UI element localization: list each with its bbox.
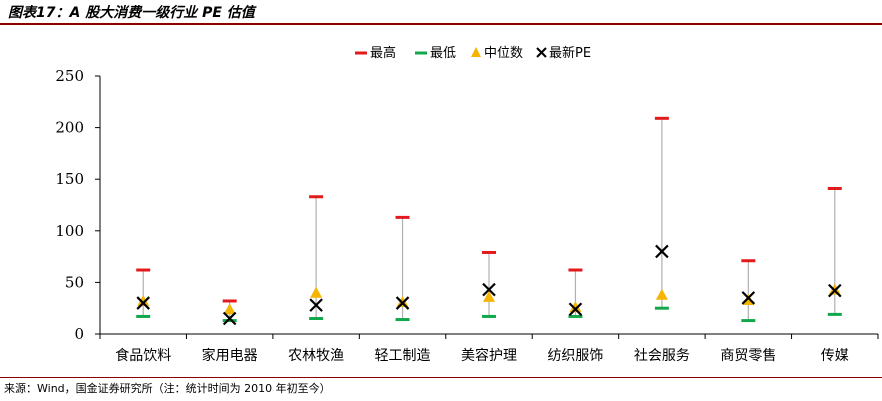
latest-marker: [136, 296, 151, 310]
legend-label-median: 中位数: [484, 46, 523, 61]
x-category-label: 社会服务: [634, 348, 690, 364]
median-marker: [310, 286, 323, 298]
y-tick-label: 250: [55, 67, 84, 85]
latest-marker: [395, 296, 410, 310]
legend-item-median: 中位数: [471, 46, 523, 61]
x-category-label: 传媒: [821, 348, 849, 364]
latest-marker-stroke: [309, 298, 323, 312]
legend-label-latest: 最新PE: [549, 45, 591, 61]
x-category-label: 家用电器: [202, 347, 258, 364]
source-note: 来源：Wind，国金证券研究所（注：统计时间为 2010 年初至今）: [4, 382, 331, 395]
latest-marker-stroke: [482, 282, 496, 297]
latest-marker-stroke: [741, 291, 756, 305]
legend-item-latest: 最新PE: [536, 45, 591, 61]
x-category-label: 轻工制造: [375, 348, 431, 364]
y-tick-label: 200: [55, 119, 84, 137]
y-tick-label: 150: [55, 170, 84, 188]
legend-label-max: 最高: [370, 45, 396, 61]
x-category-label: 食品饮料: [115, 347, 171, 364]
latest-marker: [827, 283, 842, 298]
x-category-label: 纺织服饰: [547, 348, 603, 364]
median-marker: [137, 294, 150, 306]
y-axis: 0 50 100 150 200 250: [55, 67, 101, 343]
legend-median-swatch: [471, 47, 481, 57]
latest-marker-stroke: [655, 244, 669, 259]
latest-marker: [222, 311, 237, 326]
latest-marker-stroke: [136, 296, 151, 310]
title-underline: [0, 23, 882, 25]
y-tick-label: 100: [55, 222, 84, 240]
latest-marker-stroke: [568, 302, 583, 317]
latest-marker: [482, 282, 496, 297]
y-tick-label: 0: [74, 325, 84, 343]
x-category-label: 商贸零售: [720, 348, 776, 364]
median-marker: [483, 290, 495, 302]
median-marker: [223, 303, 236, 315]
legend: 最高 最低 中位数 最新PE: [355, 45, 591, 61]
y-tick-label: 50: [65, 273, 84, 291]
latest-marker: [309, 298, 323, 312]
latest-marker: [741, 291, 756, 305]
chart-marks: [136, 116, 842, 326]
latest-marker-stroke: [222, 311, 237, 326]
latest-marker: [568, 302, 583, 317]
x-category-label: 农林牧渔: [288, 348, 344, 364]
latest-marker-stroke: [395, 296, 410, 310]
latest-marker-stroke: [827, 283, 842, 298]
median-marker: [655, 288, 668, 300]
chart-title: 图表17：A 股大消费一级行业 PE 估值: [8, 5, 255, 21]
legend-label-min: 最低: [430, 46, 456, 61]
x-axis: 食品饮料 家用电器 农林牧渔 轻工制造 美容护理 纺织服饰 社会服务 商贸零售 传媒: [99, 333, 879, 364]
latest-marker: [655, 244, 669, 259]
source-divider: [0, 377, 882, 378]
legend-item-max: 最高: [355, 45, 396, 61]
legend-item-min: 最低: [415, 46, 456, 61]
legend-latest-swatch: [536, 47, 547, 58]
median-marker: [569, 301, 582, 313]
x-category-label: 美容护理: [461, 347, 517, 364]
